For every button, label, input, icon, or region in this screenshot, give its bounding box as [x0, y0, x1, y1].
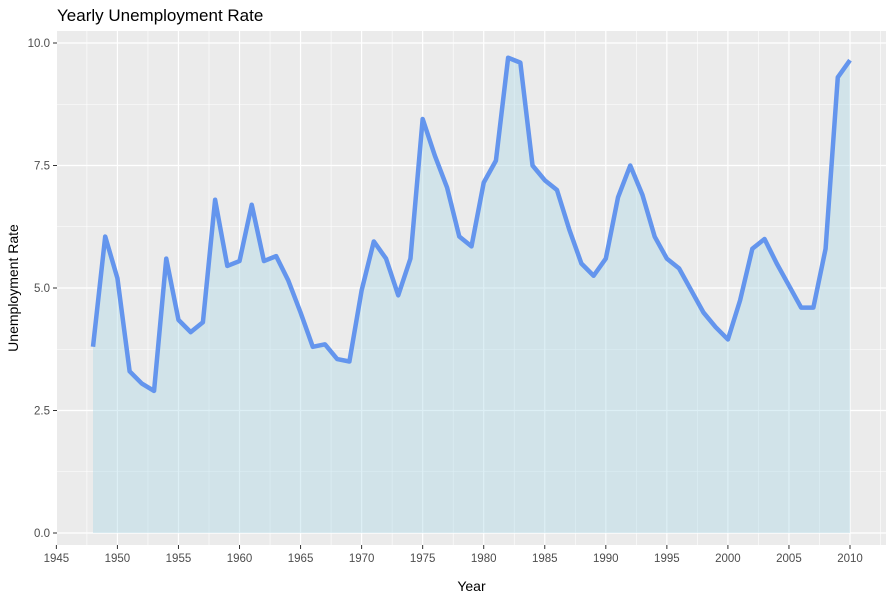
- y-tick-label: 0.0: [34, 528, 50, 540]
- x-tick-label: 1950: [105, 553, 131, 565]
- x-tick-label: 1955: [166, 553, 192, 565]
- chart-title: Yearly Unemployment Rate: [57, 6, 264, 25]
- grid-major: [55, 31, 886, 545]
- y-tick-label: 7.5: [34, 161, 50, 173]
- x-tick-label: 1985: [532, 553, 558, 565]
- y-tick-label: 10.0: [28, 38, 50, 50]
- x-tick-label: 1970: [349, 553, 375, 565]
- y-tick-label: 5.0: [34, 283, 50, 295]
- x-tick-label: 2000: [715, 553, 741, 565]
- x-axis-title: Year: [457, 578, 486, 594]
- x-tick-label: 2005: [776, 553, 802, 565]
- x-axis-ticks: 1945 1950 1955 1960 1965 1970 1975 1980 1985 1990…: [44, 545, 863, 565]
- x-tick-label: 1995: [654, 553, 680, 565]
- x-tick-label: 1965: [288, 553, 314, 565]
- x-tick-label: 2010: [837, 553, 863, 565]
- x-tick-label: 1980: [471, 553, 497, 565]
- y-tick-label: 2.5: [34, 406, 50, 418]
- x-tick-label: 1945: [44, 553, 70, 565]
- y-axis-ticks: 0.0 2.5 5.0 7.5 10.0: [28, 38, 57, 540]
- x-tick-label: 1975: [410, 553, 436, 565]
- x-tick-label: 1960: [227, 553, 253, 565]
- area-fill: [93, 57, 850, 533]
- data-points: [92, 57, 851, 391]
- y-axis-title: Unemployment Rate: [5, 224, 21, 352]
- x-tick-label: 1990: [593, 553, 619, 565]
